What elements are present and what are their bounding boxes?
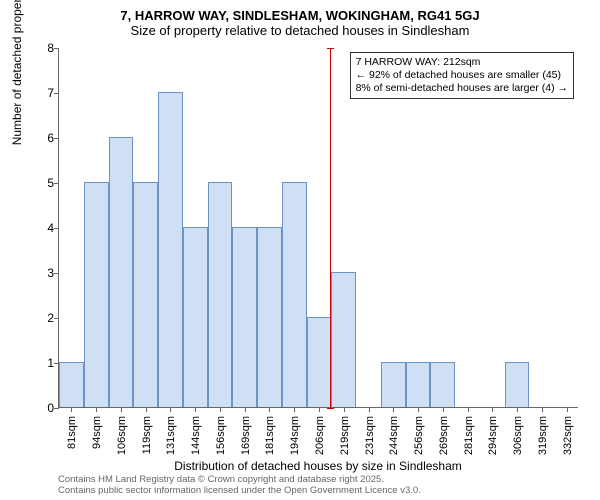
marker-line (330, 48, 331, 407)
y-tick-mark (54, 273, 59, 274)
x-tick-mark (71, 407, 72, 412)
x-tick-label: 81sqm (66, 416, 78, 449)
footer-text: Contains HM Land Registry data © Crown c… (58, 474, 421, 496)
x-tick-mark (121, 407, 122, 412)
y-tick: 5 (29, 176, 54, 190)
x-tick-label: 281sqm (463, 416, 475, 455)
chart-title: 7, HARROW WAY, SINDLESHAM, WOKINGHAM, RG… (0, 0, 600, 23)
y-tick-mark (54, 318, 59, 319)
x-tick-label: 306sqm (512, 416, 524, 455)
x-tick-mark (269, 407, 270, 412)
x-tick-mark (245, 407, 246, 412)
x-tick-mark (96, 407, 97, 412)
bar (183, 227, 208, 407)
x-tick-label: 256sqm (413, 416, 425, 455)
x-tick-mark (344, 407, 345, 412)
x-tick-label: 194sqm (289, 416, 301, 455)
y-tick: 4 (29, 221, 54, 235)
x-tick-mark (393, 407, 394, 412)
x-tick-label: 269sqm (438, 416, 450, 455)
x-tick-label: 219sqm (339, 416, 351, 455)
y-tick: 1 (29, 356, 54, 370)
x-tick-label: 94sqm (91, 416, 103, 449)
x-tick-mark (146, 407, 147, 412)
y-tick-mark (54, 408, 59, 409)
x-tick-mark (443, 407, 444, 412)
y-tick: 7 (29, 86, 54, 100)
y-tick-mark (54, 93, 59, 94)
bar (109, 137, 134, 407)
plot-area: 7 HARROW WAY: 212sqm ← 92% of detached h… (58, 48, 578, 408)
x-tick-label: 319sqm (537, 416, 549, 455)
marker-tick (327, 408, 334, 409)
y-tick-mark (54, 138, 59, 139)
annotation-line3: 8% of semi-detached houses are larger (4… (356, 82, 568, 95)
x-axis-label: Distribution of detached houses by size … (58, 459, 578, 473)
x-tick-label: 231sqm (364, 416, 376, 455)
x-tick-mark (319, 407, 320, 412)
y-tick: 0 (29, 401, 54, 415)
chart-area: Number of detached properties 7 HARROW W… (58, 48, 578, 408)
bar (232, 227, 257, 407)
y-tick: 2 (29, 311, 54, 325)
x-tick-label: 169sqm (240, 416, 252, 455)
y-tick-mark (54, 48, 59, 49)
x-tick-label: 332sqm (562, 416, 574, 455)
x-tick-mark (492, 407, 493, 412)
x-tick-label: 156sqm (215, 416, 227, 455)
x-tick-mark (468, 407, 469, 412)
x-tick-mark (195, 407, 196, 412)
x-tick-mark (418, 407, 419, 412)
bar (133, 182, 158, 407)
y-tick: 6 (29, 131, 54, 145)
x-tick-label: 106sqm (116, 416, 128, 455)
x-tick-mark (369, 407, 370, 412)
x-tick-label: 181sqm (264, 416, 276, 455)
bar (158, 92, 183, 407)
y-tick-mark (54, 228, 59, 229)
bar (307, 317, 332, 407)
chart-subtitle: Size of property relative to detached ho… (0, 23, 600, 42)
annotation-line2: ← 92% of detached houses are smaller (45… (356, 69, 568, 82)
marker-tick (327, 48, 334, 49)
x-tick-label: 244sqm (388, 416, 400, 455)
bar (406, 362, 431, 407)
footer-line1: Contains HM Land Registry data © Crown c… (58, 474, 421, 485)
x-tick-mark (542, 407, 543, 412)
annotation-box: 7 HARROW WAY: 212sqm ← 92% of detached h… (350, 52, 574, 99)
x-tick-label: 119sqm (141, 416, 153, 454)
x-tick-label: 144sqm (190, 416, 202, 455)
y-tick: 8 (29, 41, 54, 55)
x-tick-mark (517, 407, 518, 412)
annotation-line1: 7 HARROW WAY: 212sqm (356, 56, 568, 69)
bar (208, 182, 233, 407)
x-tick-mark (294, 407, 295, 412)
x-tick-label: 131sqm (165, 416, 177, 455)
x-tick-label: 206sqm (314, 416, 326, 455)
y-tick: 3 (29, 266, 54, 280)
bar (257, 227, 282, 407)
x-tick-mark (220, 407, 221, 412)
bar (505, 362, 530, 407)
x-tick-label: 294sqm (487, 416, 499, 455)
bar (331, 272, 356, 407)
bar (430, 362, 455, 407)
bar (282, 182, 307, 407)
x-tick-mark (170, 407, 171, 412)
x-tick-mark (567, 407, 568, 412)
y-tick-mark (54, 183, 59, 184)
bar (381, 362, 406, 407)
bar (59, 362, 84, 407)
footer-line2: Contains public sector information licen… (58, 485, 421, 496)
y-axis-label: Number of detached properties (10, 0, 24, 145)
bar (84, 182, 109, 407)
